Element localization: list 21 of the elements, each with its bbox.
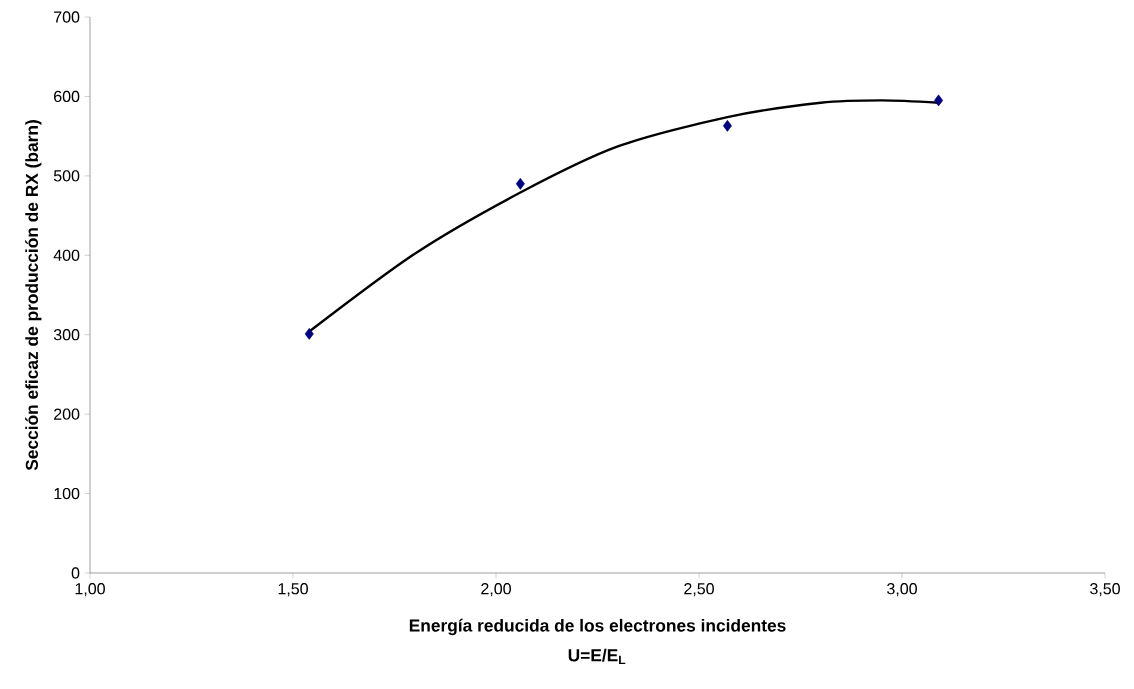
y-tick-label: 300 [53, 329, 80, 341]
point [304, 328, 314, 340]
x-tick-label: 1,50 [278, 583, 308, 597]
y-tick-label: 0 [71, 567, 80, 579]
x-tick-label: 2,50 [684, 583, 714, 597]
x-tick-label: 3,00 [887, 583, 917, 597]
x-tick-label: 2,00 [481, 583, 511, 597]
y-tick-label: 100 [54, 487, 80, 500]
x-axis-title: Energía reducida de los electrones incidentes [409, 618, 786, 636]
y-tick-label: 600 [54, 90, 80, 103]
point [515, 177, 525, 190]
point [934, 94, 944, 107]
y-tick-label: 200 [54, 408, 80, 420]
y-tick-label: 500 [53, 170, 80, 182]
y-axis-title: Sección eficaz de producción de RX (barn) [25, 120, 42, 471]
y-tick-label: 700 [54, 11, 80, 23]
text: U=E/E$_{L}$ [568, 648, 626, 665]
x-tick-label: 3,50 [1090, 583, 1120, 597]
point [722, 119, 732, 132]
x-tick-label: 1,00 [75, 583, 105, 597]
y-tick-label: 400 [53, 249, 80, 261]
